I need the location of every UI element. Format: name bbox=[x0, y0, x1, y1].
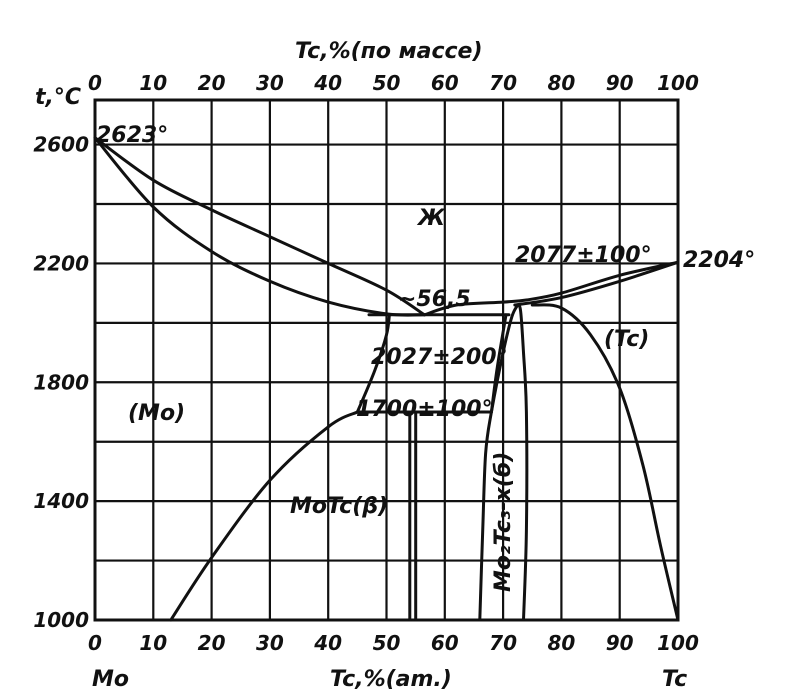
phase-curves bbox=[93, 136, 680, 622]
top-tick-label: 40 bbox=[313, 71, 342, 95]
y-tick-label: 1000 bbox=[33, 608, 89, 632]
y-tick-label: 2600 bbox=[33, 133, 89, 157]
top-tick-label: 20 bbox=[198, 71, 226, 95]
bottom-tick-label: 70 bbox=[489, 631, 517, 655]
bottom-tick-label: 90 bbox=[606, 631, 634, 655]
eutectic-label: 2027±200° bbox=[371, 345, 508, 370]
top-tick-label: 60 bbox=[431, 71, 459, 95]
top-axis-label: Tc,%(по массе) bbox=[295, 39, 483, 64]
curve-solidus-right bbox=[513, 260, 680, 307]
mo-phase-label: (Mo) bbox=[128, 401, 185, 426]
top-tick-label: 50 bbox=[373, 71, 401, 95]
minimum-label: ~56,5 bbox=[398, 287, 471, 312]
top-tick-label: 30 bbox=[256, 71, 284, 95]
top-tick-label: 10 bbox=[139, 71, 167, 95]
mo2tc3-phase-label: Mo₂Tc₃-x(б) bbox=[491, 452, 516, 592]
tc-melting-label: 2204° bbox=[683, 248, 755, 273]
tc-phase-label: (Tc) bbox=[604, 327, 649, 352]
bottom-tick-label: 20 bbox=[198, 631, 226, 655]
y-axis-label: t,°C bbox=[35, 85, 81, 110]
grid bbox=[93, 98, 680, 622]
bottom-tick-label: 50 bbox=[373, 631, 401, 655]
bottom-tick-label: 100 bbox=[657, 631, 699, 655]
curve-mo-boundary-upper bbox=[355, 313, 391, 414]
bottom-tick-label: 60 bbox=[431, 631, 459, 655]
liquid-label: Ж bbox=[416, 206, 446, 231]
top-tick-label: 70 bbox=[489, 71, 517, 95]
y-tick-label: 2200 bbox=[33, 251, 89, 275]
curve-mo-solvus bbox=[169, 410, 359, 622]
y-tick-label: 1800 bbox=[33, 370, 89, 394]
bottom-tick-label: 30 bbox=[256, 631, 284, 655]
bottom-tick-label: 80 bbox=[547, 631, 575, 655]
top-tick-label: 80 bbox=[547, 71, 575, 95]
curve-solidus-left bbox=[93, 136, 426, 317]
bottom-axis-label: Tc,%(am.) bbox=[330, 667, 452, 692]
curve-tc-solvus bbox=[530, 303, 680, 622]
labels: Tc,%(по массе) t,°C Tc,%(am.) Mo Tc 2623… bbox=[33, 39, 755, 692]
mo-melting-label: 2623° bbox=[96, 123, 168, 148]
top-tick-label: 0 bbox=[88, 71, 102, 95]
y-tick-label: 1400 bbox=[33, 489, 89, 513]
curve-liquidus-left bbox=[93, 136, 426, 317]
curve-sigma-right bbox=[516, 303, 529, 622]
ordering-label: 1700±100° bbox=[356, 397, 493, 422]
top-tick-label: 90 bbox=[606, 71, 634, 95]
curve-sigma-left bbox=[478, 303, 520, 622]
mo-end-label: Mo bbox=[92, 667, 129, 692]
peritectic-label: 2077±100° bbox=[515, 243, 652, 268]
bottom-tick-label: 0 bbox=[88, 631, 102, 655]
tc-end-label: Tc bbox=[662, 667, 687, 692]
top-tick-label: 100 bbox=[657, 71, 699, 95]
bottom-tick-label: 10 bbox=[139, 631, 167, 655]
plot-frame bbox=[93, 98, 680, 622]
bottom-tick-label: 40 bbox=[313, 631, 342, 655]
curve-liquidus-right bbox=[422, 260, 680, 317]
motc-phase-label: MoTc(β) bbox=[290, 494, 388, 519]
